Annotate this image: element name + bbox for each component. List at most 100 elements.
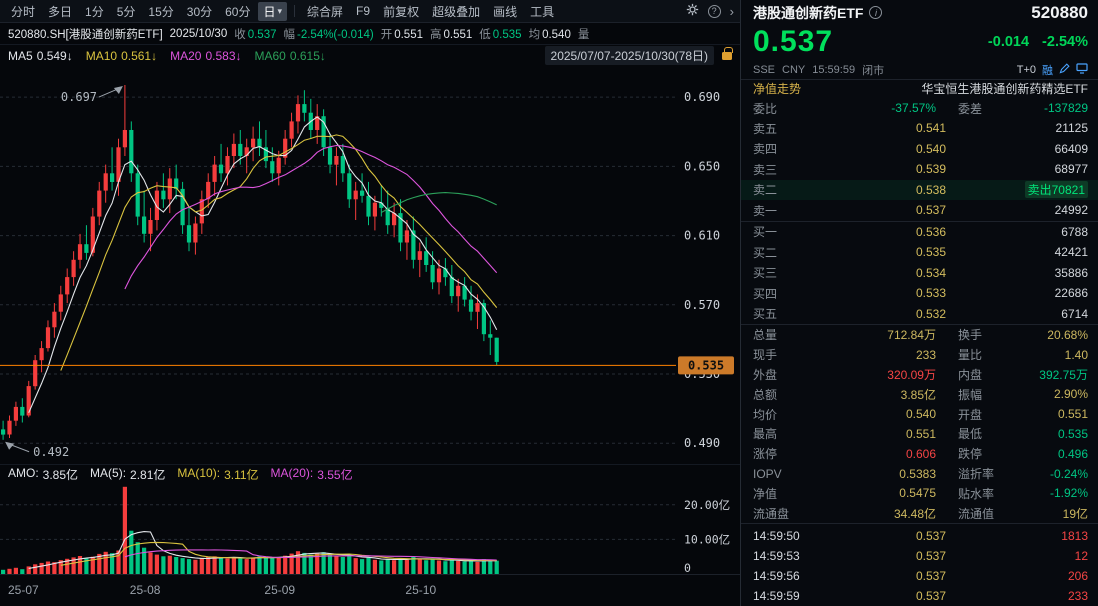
buy-level-5[interactable]: 买五 0.532 6714 [741, 304, 1098, 325]
tick-time: 14:59:53 [753, 549, 800, 564]
gear-icon[interactable] [686, 3, 699, 19]
sell-level-3[interactable]: 卖三 0.539 68977 [741, 159, 1098, 180]
stat-label: 涨停 [753, 447, 778, 462]
stats-grid: 总量 712.84万 换手 20.68% 现手 233 量比 1.40 外盘 320.09万 内盘 3… [741, 325, 1098, 523]
toolbar-period-4[interactable]: 5分 [116, 4, 136, 19]
stat-row-IOPV: IOPV 0.5383 溢折率 -0.24% [741, 464, 1098, 484]
toolbar-period-2[interactable]: 多日 [48, 4, 73, 19]
quote-time: 15:59:59 [812, 63, 856, 76]
level-label: 卖一 [753, 203, 778, 218]
toolbar-tool-1[interactable]: 综合屏 [307, 4, 344, 19]
stat-value: 34.48亿 [893, 506, 936, 521]
last-price: 0.537 [753, 25, 834, 59]
svg-text:0.650: 0.650 [684, 159, 720, 173]
ma-values: MA5 0.549↓ MA10 0.561↓ MA20 0.583↓ MA60 0.615↓ [8, 49, 326, 63]
help-icon[interactable]: ? [707, 4, 721, 18]
volume-chart[interactable]: 20.00亿 10.00亿 0 [0, 484, 740, 574]
trade-date: 2025/10/30 [169, 27, 228, 40]
stat-row-涨停: 涨停 0.606 跌停 0.496 [741, 444, 1098, 464]
lock-icon[interactable] [722, 46, 733, 60]
level-price: 0.532 [915, 306, 946, 321]
toolbar-separator [294, 5, 296, 17]
stat-value: 0.540 [905, 407, 936, 422]
svg-text:20.00亿: 20.00亿 [684, 498, 730, 512]
svg-text:0.535: 0.535 [688, 358, 724, 372]
t0-badge: T+0 [1016, 63, 1036, 76]
ma-legend-bar: MA5 0.549↓ MA10 0.561↓ MA20 0.583↓ MA60 0.615↓ … [0, 45, 740, 66]
level-price: 0.538 [915, 182, 946, 197]
candlestick-chart[interactable]: 0.6900.6500.6100.5700.5300.4900.5350.697… [0, 66, 740, 464]
buy-level-4[interactable]: 买四 0.533 22686 [741, 283, 1098, 304]
toolbar-period-1[interactable]: 分时 [11, 4, 36, 19]
toolbar-tool-2[interactable]: F9 [356, 4, 371, 18]
stat-label: 总量 [753, 328, 778, 343]
level-price: 0.540 [915, 141, 946, 156]
volume-legend-label: AMO: [8, 466, 39, 480]
sell-level-4[interactable]: 卖四 0.540 66409 [741, 139, 1098, 160]
volume-svg[interactable]: 20.00亿 10.00亿 0 [0, 484, 740, 574]
buy-level-1[interactable]: 买一 0.536 6788 [741, 222, 1098, 243]
ohlc-pair-高: 高 0.551 [430, 26, 472, 42]
ohlc-pair-value: -2.54%(-0.014) [297, 28, 374, 41]
badges-group: T+0 融 [1017, 62, 1088, 78]
toolbar-period-6[interactable]: 30分 [186, 4, 213, 19]
x-axis-label-25-09: 25-09 [264, 583, 296, 597]
monitor-icon[interactable] [1076, 62, 1088, 77]
toolbar-tool-3[interactable]: 前复权 [383, 4, 420, 19]
svg-text:0.690: 0.690 [684, 90, 720, 104]
price-change-group: -0.014 -2.54% [988, 34, 1088, 50]
stat-label: 总额 [753, 387, 778, 402]
candlestick-svg[interactable]: 0.6900.6500.6100.5700.5300.4900.5350.697… [0, 66, 740, 464]
toolbar-period-7[interactable]: 60分 [225, 4, 251, 19]
toolbar-tool-5[interactable]: 画线 [493, 4, 518, 19]
pencil-icon[interactable] [1059, 62, 1070, 77]
toolbar-tool-6[interactable]: 工具 [530, 4, 555, 19]
stat-value: 0.496 [1057, 446, 1088, 461]
ma-legend-MA5: MA5 0.549↓ [8, 49, 73, 63]
buy-level-3[interactable]: 买三 0.534 35886 [741, 263, 1098, 284]
volume-legend: AMO: 3.85亿 MA(5): 2.81亿 MA(10): 3.11亿 MA(20): 3… [0, 464, 740, 484]
info-icon[interactable]: i [869, 6, 883, 20]
market-status: 闭市 [862, 64, 885, 77]
status-row: SSE CNY 15:59:59 闭市 T+0 融 [741, 61, 1098, 79]
sell-level-5[interactable]: 卖五 0.541 21125 [741, 118, 1098, 139]
stat-row-总额: 总额 3.85亿 振幅 2.90% [741, 384, 1098, 404]
stat-label: IOPV [753, 466, 782, 481]
ohlc-info-bar: 520880.SH[港股通创新药ETF] 2025/10/30 收 0.537 幅 -… [0, 23, 740, 45]
volume-legend-1: MA(5): 2.81亿 [90, 466, 165, 483]
nav-trend-link[interactable]: 净值走势 [753, 82, 802, 97]
bid-levels: 买一 0.536 6788 买二 0.535 42421 买三 0.534 35886 买四 0.5… [741, 222, 1098, 325]
ma-label: MA20 [170, 48, 202, 63]
toolbar-period-selected[interactable]: 日 ▾ [258, 1, 288, 21]
ma-legend-MA10: MA10 0.561↓ [86, 49, 157, 63]
stat-value: 20.68% [1047, 327, 1088, 342]
level-volume: 卖出70821 [946, 181, 1088, 199]
x-axis-label-25-07: 25-07 [8, 583, 39, 597]
svg-text:0.492: 0.492 [33, 445, 69, 459]
buy-level-2[interactable]: 买二 0.535 42421 [741, 242, 1098, 263]
tick-price: 0.537 [915, 529, 946, 544]
toolbar-period-3[interactable]: 1分 [85, 4, 104, 19]
ma-value: 0.549↓ [36, 48, 73, 63]
toolbar-period-5[interactable]: 15分 [148, 4, 174, 19]
stat-label: 内盘 [958, 368, 983, 383]
volume-legend-value: 3.85亿 [42, 468, 79, 482]
sell-level-2[interactable]: 卖二 0.538 卖出70821 [741, 179, 1098, 201]
stat-value: 2.90% [1053, 387, 1088, 402]
level-volume: 24992 [1054, 203, 1088, 218]
volume-legend-label: MA(10): [177, 466, 221, 480]
margin-badge: 融 [1042, 64, 1053, 77]
chevron-right-icon[interactable]: › [729, 3, 734, 19]
volume-legend-2: MA(10): 3.11亿 [177, 466, 258, 483]
nav-row: 净值走势 华宝恒生港股通创新药精选ETF [741, 80, 1098, 99]
level-volume: 22686 [1054, 286, 1088, 301]
level-label: 买二 [753, 245, 778, 260]
level-price: 0.539 [915, 162, 946, 177]
level-label: 买三 [753, 266, 778, 281]
volume-legend-value: 3.11亿 [224, 468, 259, 482]
sell-level-1[interactable]: 卖一 0.537 24992 [741, 200, 1098, 221]
divider [741, 220, 1098, 222]
toolbar-tool-4[interactable]: 超级叠加 [432, 4, 481, 19]
stat-label: 最低 [958, 427, 983, 442]
